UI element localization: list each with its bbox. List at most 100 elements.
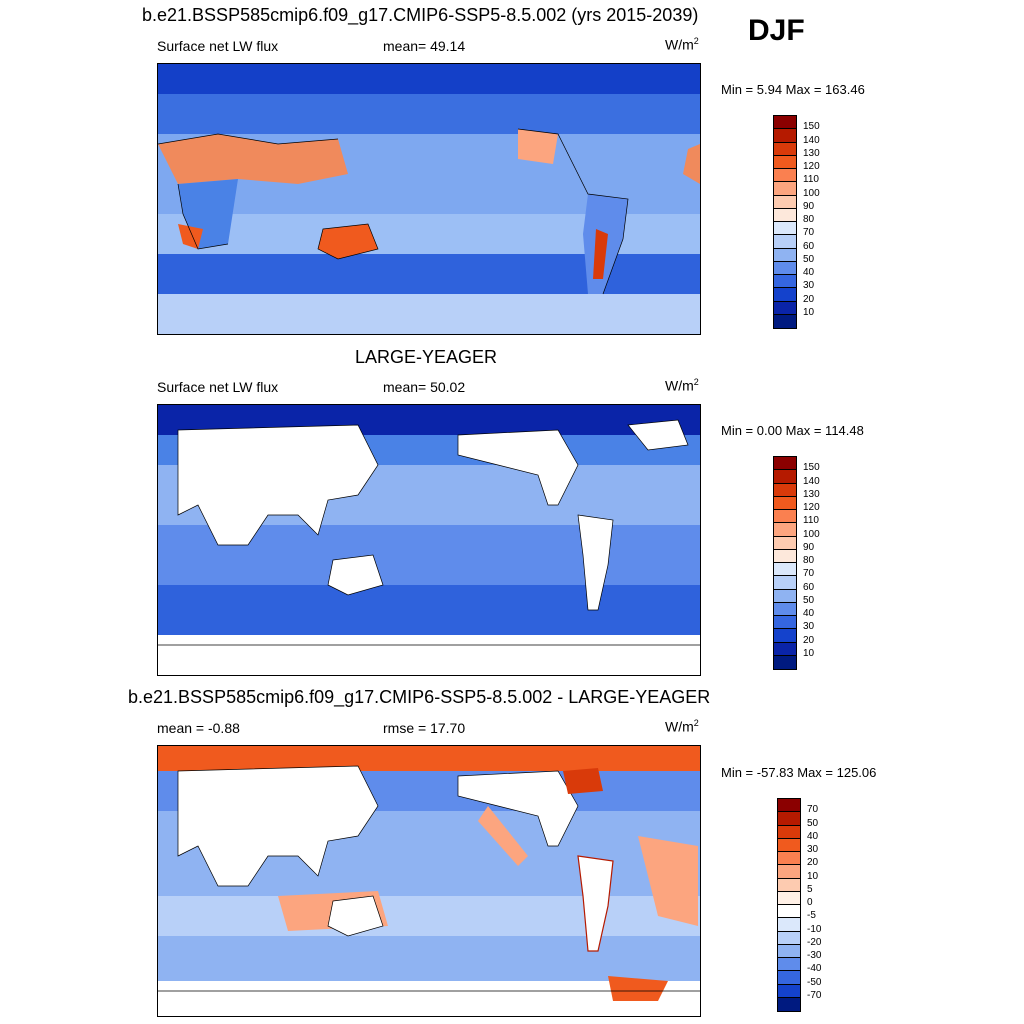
panel1-title: b.e21.BSSP585cmip6.f09_g17.CMIP6-SSP5-8.…	[142, 5, 699, 25]
panel2-map	[157, 404, 701, 676]
colorbar-segment	[774, 523, 796, 537]
colorbar-segment	[774, 222, 796, 236]
colorbar-segment	[774, 483, 796, 497]
colorbar-segment	[778, 905, 800, 919]
colorbar-segment	[774, 589, 796, 603]
colorbar-segment	[774, 470, 796, 484]
colorbar-segment	[778, 865, 800, 879]
panel1-units: W/m2	[665, 36, 699, 53]
colorbar-tick-label: 10	[803, 647, 815, 659]
colorbar-segment	[778, 958, 800, 972]
panel2-colorbar	[773, 456, 797, 670]
colorbar-tick-label: 100	[803, 187, 820, 199]
panel2-mean-label: mean= 50.02	[383, 379, 466, 395]
colorbar-tick-label: 90	[803, 200, 815, 212]
colorbar-tick-label: 150	[803, 121, 820, 133]
panel3-map	[157, 745, 701, 1017]
colorbar-segment	[774, 563, 796, 577]
colorbar-tick-label: 70	[803, 568, 815, 580]
colorbar-segment	[774, 169, 796, 183]
colorbar-tick-label: 0	[807, 897, 813, 908]
season-label: DJF	[748, 14, 805, 47]
colorbar-segment	[774, 142, 796, 156]
panel1-colorbar	[773, 115, 797, 329]
colorbar-tick-label: 130	[803, 147, 820, 159]
colorbar-segment	[778, 878, 800, 892]
colorbar-segment	[774, 275, 796, 289]
colorbar-tick-label: 40	[807, 830, 819, 842]
panel3-minmax: Min = -57.83 Max = 125.06	[721, 765, 877, 780]
panel2-units: W/m2	[665, 377, 699, 394]
colorbar-segment	[778, 852, 800, 866]
colorbar-tick-label: 50	[803, 594, 815, 606]
panel3-mean-label: mean = -0.88	[157, 720, 240, 736]
colorbar-tick-label: -40	[807, 963, 822, 975]
colorbar-segment	[774, 208, 796, 222]
colorbar-segment	[774, 629, 796, 643]
panel3-rmse-label: rmse = 17.70	[383, 720, 466, 736]
colorbar-tick-label: -70	[807, 989, 822, 1001]
colorbar-segment	[774, 496, 796, 510]
colorbar-segment	[778, 997, 800, 1011]
colorbar-segment	[774, 576, 796, 590]
panel2-variable-label: Surface net LW flux	[157, 379, 279, 395]
colorbar-segment	[778, 891, 800, 905]
colorbar-tick-label: 110	[803, 174, 819, 186]
colorbar-tick-label: 50	[807, 817, 819, 829]
colorbar-segment	[774, 116, 796, 130]
colorbar-segment	[774, 314, 796, 328]
colorbar-segment	[778, 838, 800, 852]
colorbar-tick-label: 120	[803, 502, 820, 513]
colorbar-segment	[774, 235, 796, 249]
colorbar-segment	[774, 288, 796, 302]
colorbar-segment	[778, 944, 800, 958]
colorbar-tick-label: 90	[803, 541, 815, 553]
colorbar-segment	[778, 812, 800, 826]
colorbar-tick-label: 10	[803, 306, 815, 318]
colorbar-tick-label: -20	[807, 936, 822, 948]
colorbar-tick-label: 30	[807, 844, 819, 855]
colorbar-segment	[774, 655, 796, 669]
colorbar-tick-label: 70	[807, 804, 819, 816]
panel2-title: LARGE-YEAGER	[355, 347, 498, 367]
colorbar-segment	[774, 129, 796, 143]
colorbar-tick-label: 60	[803, 240, 815, 252]
colorbar-segment	[774, 457, 796, 471]
colorbar-segment	[778, 825, 800, 839]
colorbar-tick-label: 120	[803, 161, 820, 172]
colorbar-segment	[774, 195, 796, 209]
colorbar-segment	[774, 536, 796, 550]
colorbar-tick-label: -50	[807, 976, 822, 988]
colorbar-segment	[774, 182, 796, 196]
colorbar-tick-label: 20	[807, 857, 819, 869]
colorbar-segment	[774, 602, 796, 616]
colorbar-tick-label: 40	[803, 267, 815, 278]
colorbar-tick-label: 5	[807, 883, 813, 895]
colorbar-tick-label: 20	[803, 634, 815, 646]
colorbar-tick-label: 130	[803, 488, 820, 500]
colorbar-segment	[774, 510, 796, 524]
colorbar-segment	[778, 918, 800, 932]
colorbar-tick-label: 140	[803, 475, 820, 487]
colorbar-tick-label: 30	[803, 621, 815, 633]
colorbar-segment	[774, 248, 796, 262]
colorbar-segment	[778, 799, 800, 813]
colorbar-tick-label: -5	[807, 910, 816, 922]
colorbar-tick-label: 20	[803, 293, 815, 305]
colorbar-tick-label: 80	[803, 214, 815, 225]
panel1-variable-label: Surface net LW flux	[157, 38, 279, 54]
colorbar-tick-label: 10	[807, 870, 819, 882]
colorbar-tick-label: 80	[803, 555, 815, 566]
colorbar-segment	[778, 984, 800, 998]
colorbar-tick-label: 100	[803, 528, 820, 540]
colorbar-segment	[774, 642, 796, 656]
colorbar-segment	[774, 301, 796, 315]
panel1-minmax: Min = 5.94 Max = 163.46	[721, 82, 865, 97]
colorbar-segment	[774, 549, 796, 563]
colorbar-segment	[774, 155, 796, 169]
panel1-map	[157, 63, 701, 335]
colorbar-tick-label: 30	[803, 280, 815, 292]
colorbar-tick-label: -10	[807, 923, 822, 935]
colorbar-tick-label: 70	[803, 227, 815, 239]
colorbar-segment	[774, 616, 796, 630]
